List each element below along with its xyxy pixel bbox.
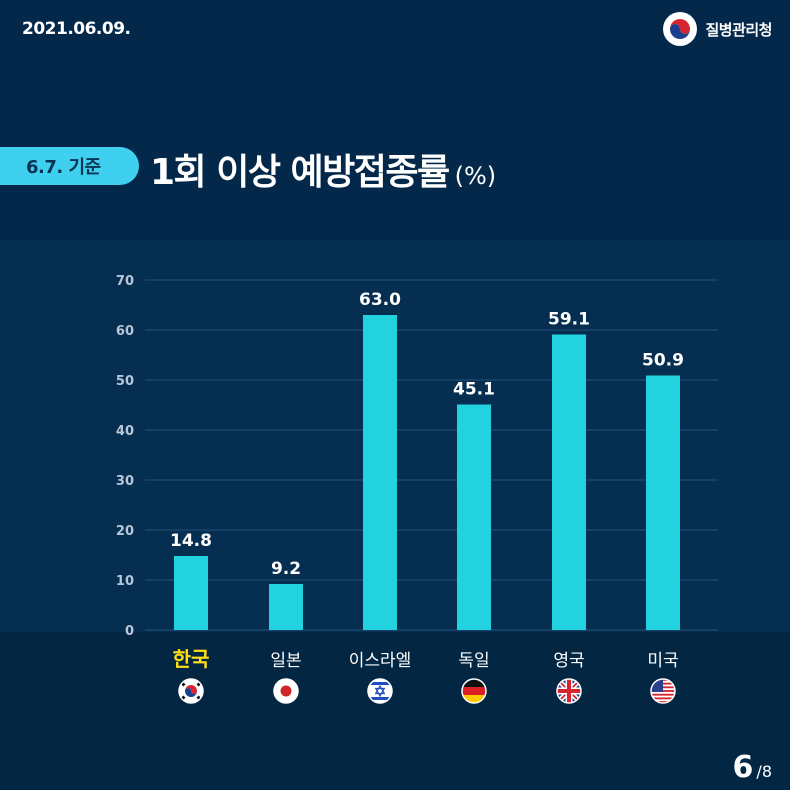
korea-flag-icon — [178, 678, 204, 704]
category-label: 독일 — [458, 651, 489, 671]
page-current: 6 — [732, 750, 754, 785]
y-tick-label: 10 — [116, 574, 134, 589]
category-label: 미국 — [647, 651, 678, 671]
agency-name: 질병관리청 — [705, 20, 772, 39]
value-label: 50.9 — [642, 351, 684, 371]
page-separator: / — [756, 762, 762, 781]
value-label: 9.2 — [271, 559, 301, 579]
category-label: 한국 — [173, 647, 210, 671]
y-tick-label: 20 — [116, 524, 134, 539]
bar — [552, 334, 586, 630]
category-label: 일본 — [270, 651, 301, 671]
header-band — [0, 0, 790, 240]
value-label: 63.0 — [359, 290, 401, 310]
japan-flag-icon — [273, 678, 299, 704]
bar — [363, 315, 397, 630]
y-tick-label: 0 — [125, 624, 134, 639]
title-unit: (%) — [454, 162, 497, 190]
y-tick-label: 40 — [116, 424, 134, 439]
title-text: 1회 이상 예방접종률 — [150, 152, 450, 193]
footer-band — [0, 632, 790, 790]
page-indicator: 6/8 — [733, 750, 772, 785]
category-label: 영국 — [553, 651, 584, 671]
value-label: 14.8 — [170, 531, 212, 551]
bar — [269, 584, 303, 630]
value-label: 59.1 — [548, 310, 590, 330]
category-label: 이스라엘 — [349, 651, 412, 671]
y-tick-label: 50 — [116, 374, 134, 389]
y-tick-label: 60 — [116, 324, 134, 339]
bar — [174, 556, 208, 630]
bar — [646, 375, 680, 630]
germany-flag-icon — [461, 678, 487, 704]
page-title: 1회 이상 예방접종률 (%) — [150, 143, 496, 195]
bar — [457, 404, 491, 630]
bars-layer: 14.8 한국 9.2 일본 63.0 이스라엘 45.1 독일 59.1 영국 50.9 미국 — [170, 290, 684, 704]
israel-flag-icon — [367, 678, 393, 704]
grid-layer: 0 10 20 30 40 50 60 70 — [116, 274, 718, 639]
usa-flag-icon — [650, 678, 676, 704]
date-badge: 6.7. 기준 — [0, 147, 139, 185]
y-tick-label: 70 — [116, 274, 134, 289]
page-total: 8 — [761, 762, 772, 781]
agency-logo-group: 질병관리청 — [663, 12, 772, 46]
y-tick-label: 30 — [116, 474, 134, 489]
korea-emblem-icon — [663, 12, 698, 46]
value-label: 45.1 — [453, 380, 495, 400]
date-label: 2021.06.09. — [22, 19, 131, 39]
uk-flag-icon — [556, 678, 582, 704]
